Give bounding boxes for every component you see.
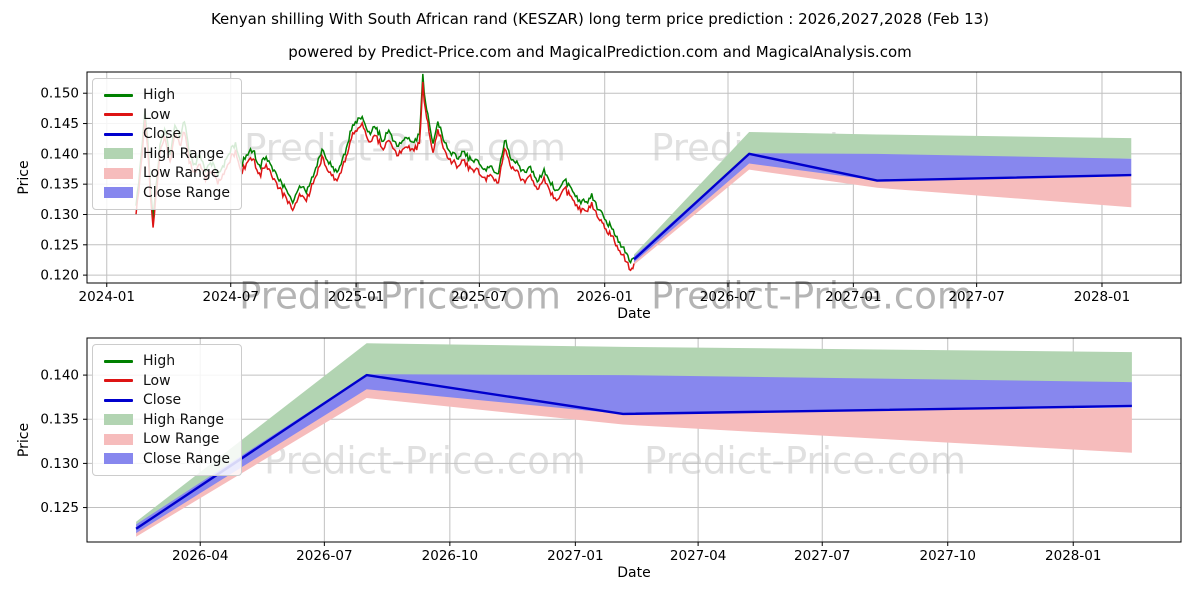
x-tick-label: 2028-01: [1045, 548, 1101, 564]
legend-item-close-range: Close Range: [104, 450, 230, 468]
legend-label: Close Range: [143, 184, 230, 201]
price-chart-top: 2024-01 2024-07 2025-01 2025-07 2026-01 2026-…: [16, 71, 1182, 322]
legend-item-low-range: Low Range: [104, 430, 230, 448]
close-line: [633, 152, 1132, 261]
x-tick-label: 2027-04: [670, 548, 726, 564]
x-tick-label: 2026-07: [700, 289, 756, 305]
y-tick-label: 0.150: [40, 86, 79, 102]
x-tick-label: 2026-01: [577, 289, 633, 305]
legend-item-high-range: High Range: [104, 411, 230, 429]
high-range-swatch: [104, 414, 133, 426]
x-axis-label: Date: [617, 306, 650, 322]
x-tick-label: 2027-01: [547, 548, 603, 564]
legend-item-close-range: Close Range: [104, 184, 230, 202]
low-swatch: [104, 113, 133, 117]
x-tick-label: 2024-01: [79, 289, 135, 305]
y-tick-label: 0.120: [40, 268, 79, 284]
x-axis-label: Date: [617, 565, 650, 581]
legend-item-close: Close: [104, 125, 230, 143]
legend-top: High Low Close High Range Low Range Close Ran…: [92, 78, 242, 210]
high-swatch: [104, 359, 133, 363]
x-tick-label: 2027-07: [948, 289, 1004, 305]
x-tick-label: 2024-07: [203, 289, 259, 305]
legend-label: Low: [143, 372, 171, 389]
y-tick-label: 0.145: [40, 116, 79, 132]
x-tick-label: 2026-04: [172, 548, 228, 564]
plot-frame: [86, 71, 1182, 284]
legend-bottom: High Low Close High Range Low Range Close Ran…: [92, 344, 242, 476]
y-axis-label: Price: [16, 160, 32, 194]
x-tick-label: 2027-10: [920, 548, 976, 564]
axis-ticks: 2026-04 2026-07 2026-10 2027-01 2027-04 2027-…: [40, 368, 1101, 564]
close-range-swatch: [104, 187, 133, 199]
legend-label: High Range: [143, 411, 224, 428]
legend-item-high: High: [104, 352, 230, 370]
legend-label: Close: [143, 392, 182, 409]
x-tick-label: 2025-01: [328, 289, 384, 305]
legend-item-high-range: High Range: [104, 145, 230, 163]
axis-ticks: 2024-01 2024-07 2025-01 2025-07 2026-01 2026-…: [40, 86, 1130, 305]
x-tick-label: 2028-01: [1074, 289, 1130, 305]
x-tick-label: 2026-07: [296, 548, 352, 564]
low-range-band: [136, 387, 1132, 537]
y-axis-label: Price: [16, 423, 32, 457]
close-range-band: [136, 374, 1132, 534]
legend-label: High: [143, 87, 176, 103]
y-tick-label: 0.140: [40, 146, 79, 162]
high-range-swatch: [104, 148, 133, 160]
legend-item-close: Close: [104, 391, 230, 409]
close-range-band: [634, 153, 1132, 263]
price-chart-bottom: 2026-04 2026-07 2026-10 2027-01 2027-04 2027-…: [16, 337, 1182, 581]
close-line: [135, 373, 1132, 530]
legend-label: Low: [143, 106, 171, 123]
legend-item-low: Low: [104, 372, 230, 390]
y-tick-label: 0.125: [40, 500, 79, 516]
legend-label: High Range: [143, 145, 224, 162]
plot-frame: [86, 337, 1182, 543]
y-tick-label: 0.140: [40, 368, 79, 384]
legend-label: Close: [143, 126, 182, 143]
close-swatch: [104, 132, 133, 136]
legend-label: Low Range: [143, 431, 220, 448]
close-swatch: [104, 398, 133, 402]
x-tick-label: 2025-07: [451, 289, 507, 305]
y-tick-label: 0.130: [40, 456, 79, 472]
y-tick-label: 0.135: [40, 412, 79, 428]
high-swatch: [104, 93, 133, 97]
x-tick-label: 2027-01: [825, 289, 881, 305]
x-tick-label: 2026-10: [422, 548, 478, 564]
legend-item-low-range: Low Range: [104, 164, 230, 182]
low-range-band: [634, 162, 1132, 265]
page-subtitle: powered by Predict-Price.com and Magical…: [288, 43, 912, 61]
close-range-swatch: [104, 453, 133, 465]
legend-item-low: Low: [104, 106, 230, 124]
y-tick-label: 0.135: [40, 177, 79, 193]
legend-item-high: High: [104, 86, 230, 104]
y-tick-label: 0.125: [40, 237, 79, 253]
legend-label: High: [143, 353, 176, 369]
y-tick-label: 0.130: [40, 207, 79, 223]
legend-label: Close Range: [143, 450, 230, 467]
x-tick-label: 2027-07: [794, 548, 850, 564]
low-range-swatch: [104, 433, 133, 445]
page-title: Kenyan shilling With South African rand …: [210, 10, 990, 28]
low-range-swatch: [104, 167, 133, 179]
low-swatch: [104, 379, 133, 383]
legend-label: Low Range: [143, 165, 220, 182]
